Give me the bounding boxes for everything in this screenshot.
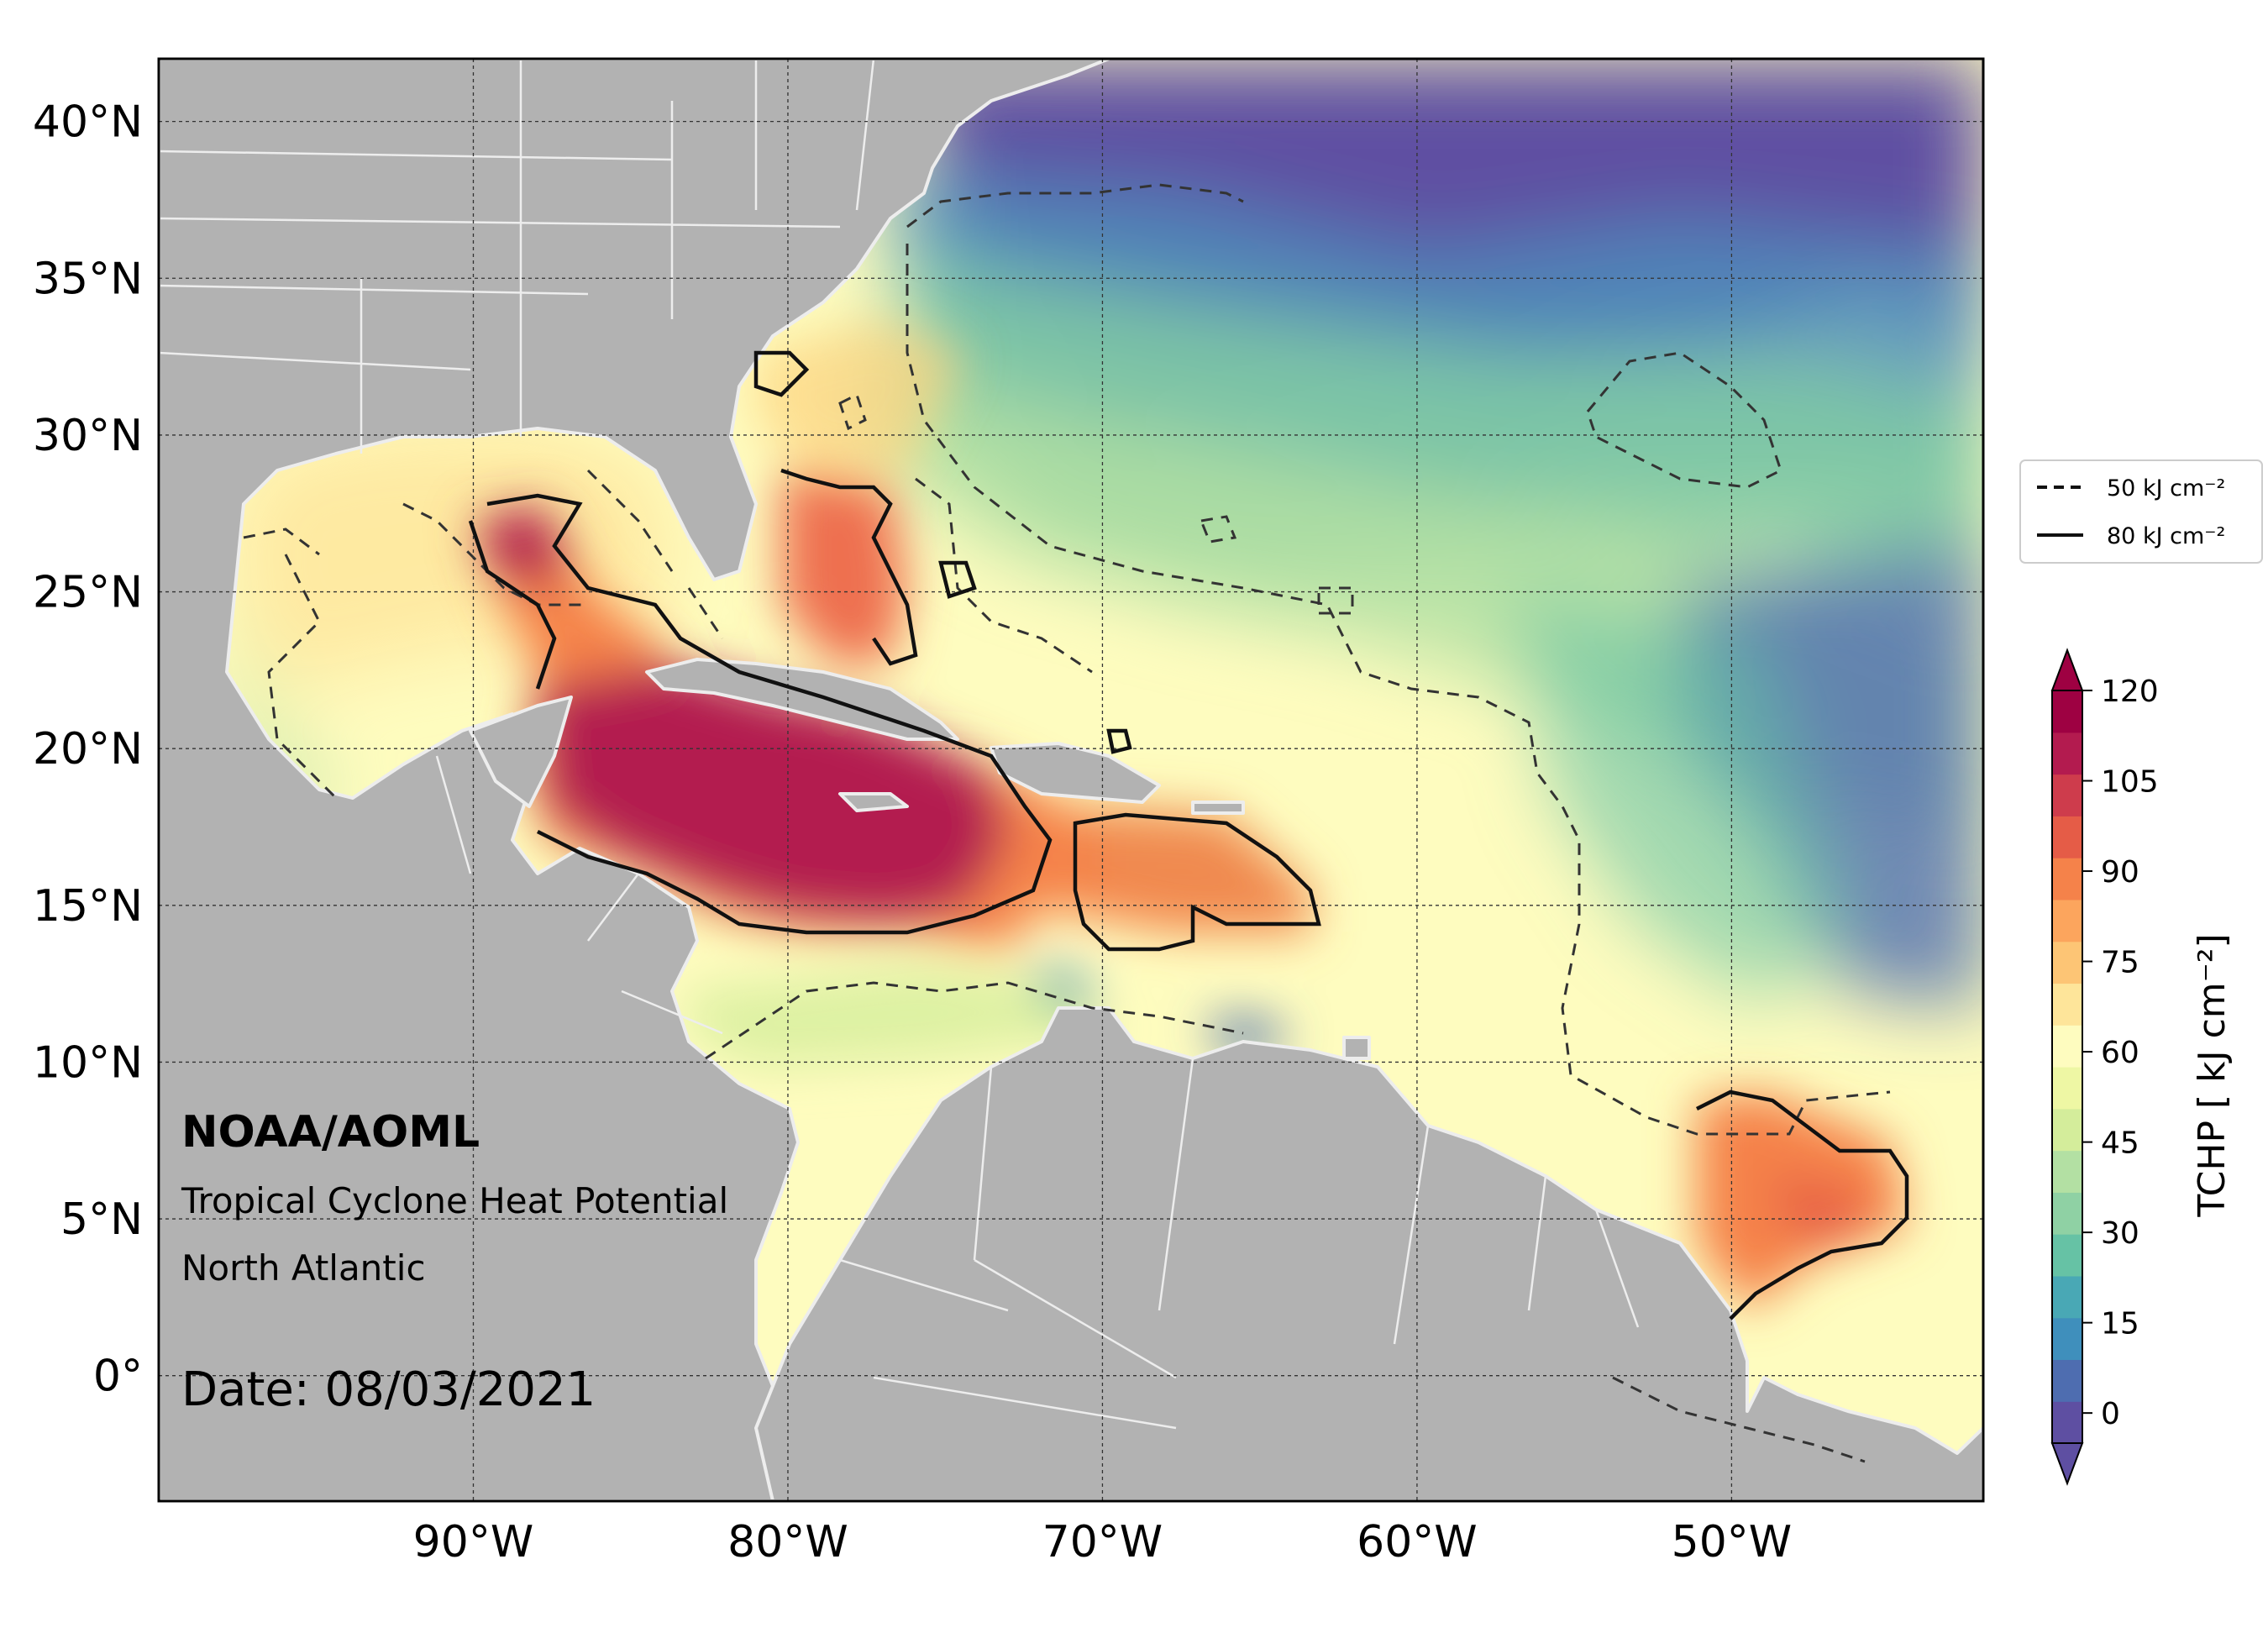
lat-tick-label: 35°N <box>33 254 143 304</box>
colorbar-segment <box>2052 1317 2082 1361</box>
colorbar-segment <box>2052 1234 2082 1277</box>
colorbar-tick-label: 120 <box>2101 675 2159 709</box>
gridlines <box>159 59 1983 1501</box>
colorbar-segment <box>2052 1401 2082 1444</box>
colorbar-tick-label: 90 <box>2101 855 2139 890</box>
colorbar: 0 15 30 45 60 75 90 105 120 TCHP [ kJ cm⁻²] <box>2050 648 2234 1486</box>
region-label: North Atlantic <box>181 1247 426 1289</box>
colorbar-segment <box>2052 1067 2082 1110</box>
colorbar-segment <box>2052 1275 2082 1319</box>
colorbar-segment <box>2052 732 2082 775</box>
lat-tick-label: 10°N <box>33 1037 143 1088</box>
lon-axis: 90°W 80°W 70°W 60°W 50°W <box>413 1517 1793 1567</box>
colorbar-segment <box>2052 1025 2082 1068</box>
lat-tick-label: 15°N <box>33 881 143 932</box>
colorbar-tick-label: 75 <box>2101 946 2139 980</box>
legend-label-50: 50 kJ cm⁻² <box>2107 475 2225 501</box>
colorbar-segment <box>2052 983 2082 1026</box>
colorbar-extend-min <box>2050 1442 2084 1486</box>
colorbar-tick-label: 30 <box>2101 1216 2139 1251</box>
colorbar-tick-label: 105 <box>2101 765 2159 800</box>
colorbar-segment <box>2052 1108 2082 1152</box>
lon-tick-label: 60°W <box>1357 1517 1478 1567</box>
date-label: Date: 08/03/2021 <box>181 1362 596 1417</box>
land-masses <box>159 59 1983 1501</box>
north-america-land <box>159 59 1110 1501</box>
legend-label-80: 80 kJ cm⁻² <box>2107 523 2225 549</box>
contour-80 <box>468 350 1909 1320</box>
cuba-land <box>645 658 959 741</box>
colorbar-frame <box>2051 690 2083 1444</box>
lat-tick-label: 25°N <box>33 568 143 618</box>
lat-tick-label: 5°N <box>60 1194 143 1245</box>
colorbar-tick-label: 15 <box>2101 1307 2139 1341</box>
colorbar-segment <box>2052 899 2082 942</box>
colorbar-segment <box>2052 1192 2082 1235</box>
colorbar-tick-label: 60 <box>2101 1036 2139 1070</box>
lat-tick-label: 30°N <box>33 411 143 461</box>
lat-axis: 40°N 35°N 30°N 25°N 20°N 15°N 10°N 5°N 0° <box>33 97 143 1402</box>
puerto-rico-land <box>1191 801 1245 815</box>
lon-tick-label: 70°W <box>1042 1517 1163 1567</box>
lon-tick-label: 50°W <box>1672 1517 1793 1567</box>
colorbar-segment <box>2052 816 2082 858</box>
colorbar-segment <box>2052 1359 2082 1402</box>
colorbar-segment <box>2052 774 2082 816</box>
colorbar-extend-max <box>2050 648 2084 691</box>
lat-tick-label: 40°N <box>33 97 143 148</box>
colorbar-segment <box>2052 690 2082 733</box>
lat-tick-label: 0° <box>93 1352 143 1402</box>
colorbar-segment <box>2052 941 2082 984</box>
political-borders <box>159 59 1640 1430</box>
colorbar-tick-label: 0 <box>2101 1397 2120 1431</box>
colorbar-segment <box>2052 858 2082 900</box>
lat-tick-label: 20°N <box>33 724 143 774</box>
lon-tick-label: 90°W <box>413 1517 534 1567</box>
colorbar-tick-label: 45 <box>2101 1126 2139 1161</box>
product-title: Tropical Cyclone Heat Potential <box>181 1180 729 1221</box>
map-frame <box>157 57 1985 1503</box>
trinidad-land <box>1342 1036 1371 1060</box>
lon-tick-label: 80°W <box>727 1517 848 1567</box>
organization-label: NOAA/AOML <box>181 1107 480 1158</box>
colorbar-segment <box>2052 1150 2082 1193</box>
contour-legend: 50 kJ cm⁻² 80 kJ cm⁻² <box>2019 459 2263 564</box>
hispaniola-land <box>990 742 1161 804</box>
yucatan-land <box>469 696 573 808</box>
colorbar-title: TCHP [ kJ cm⁻²] <box>2191 933 2234 1217</box>
jamaica-land <box>838 792 909 812</box>
